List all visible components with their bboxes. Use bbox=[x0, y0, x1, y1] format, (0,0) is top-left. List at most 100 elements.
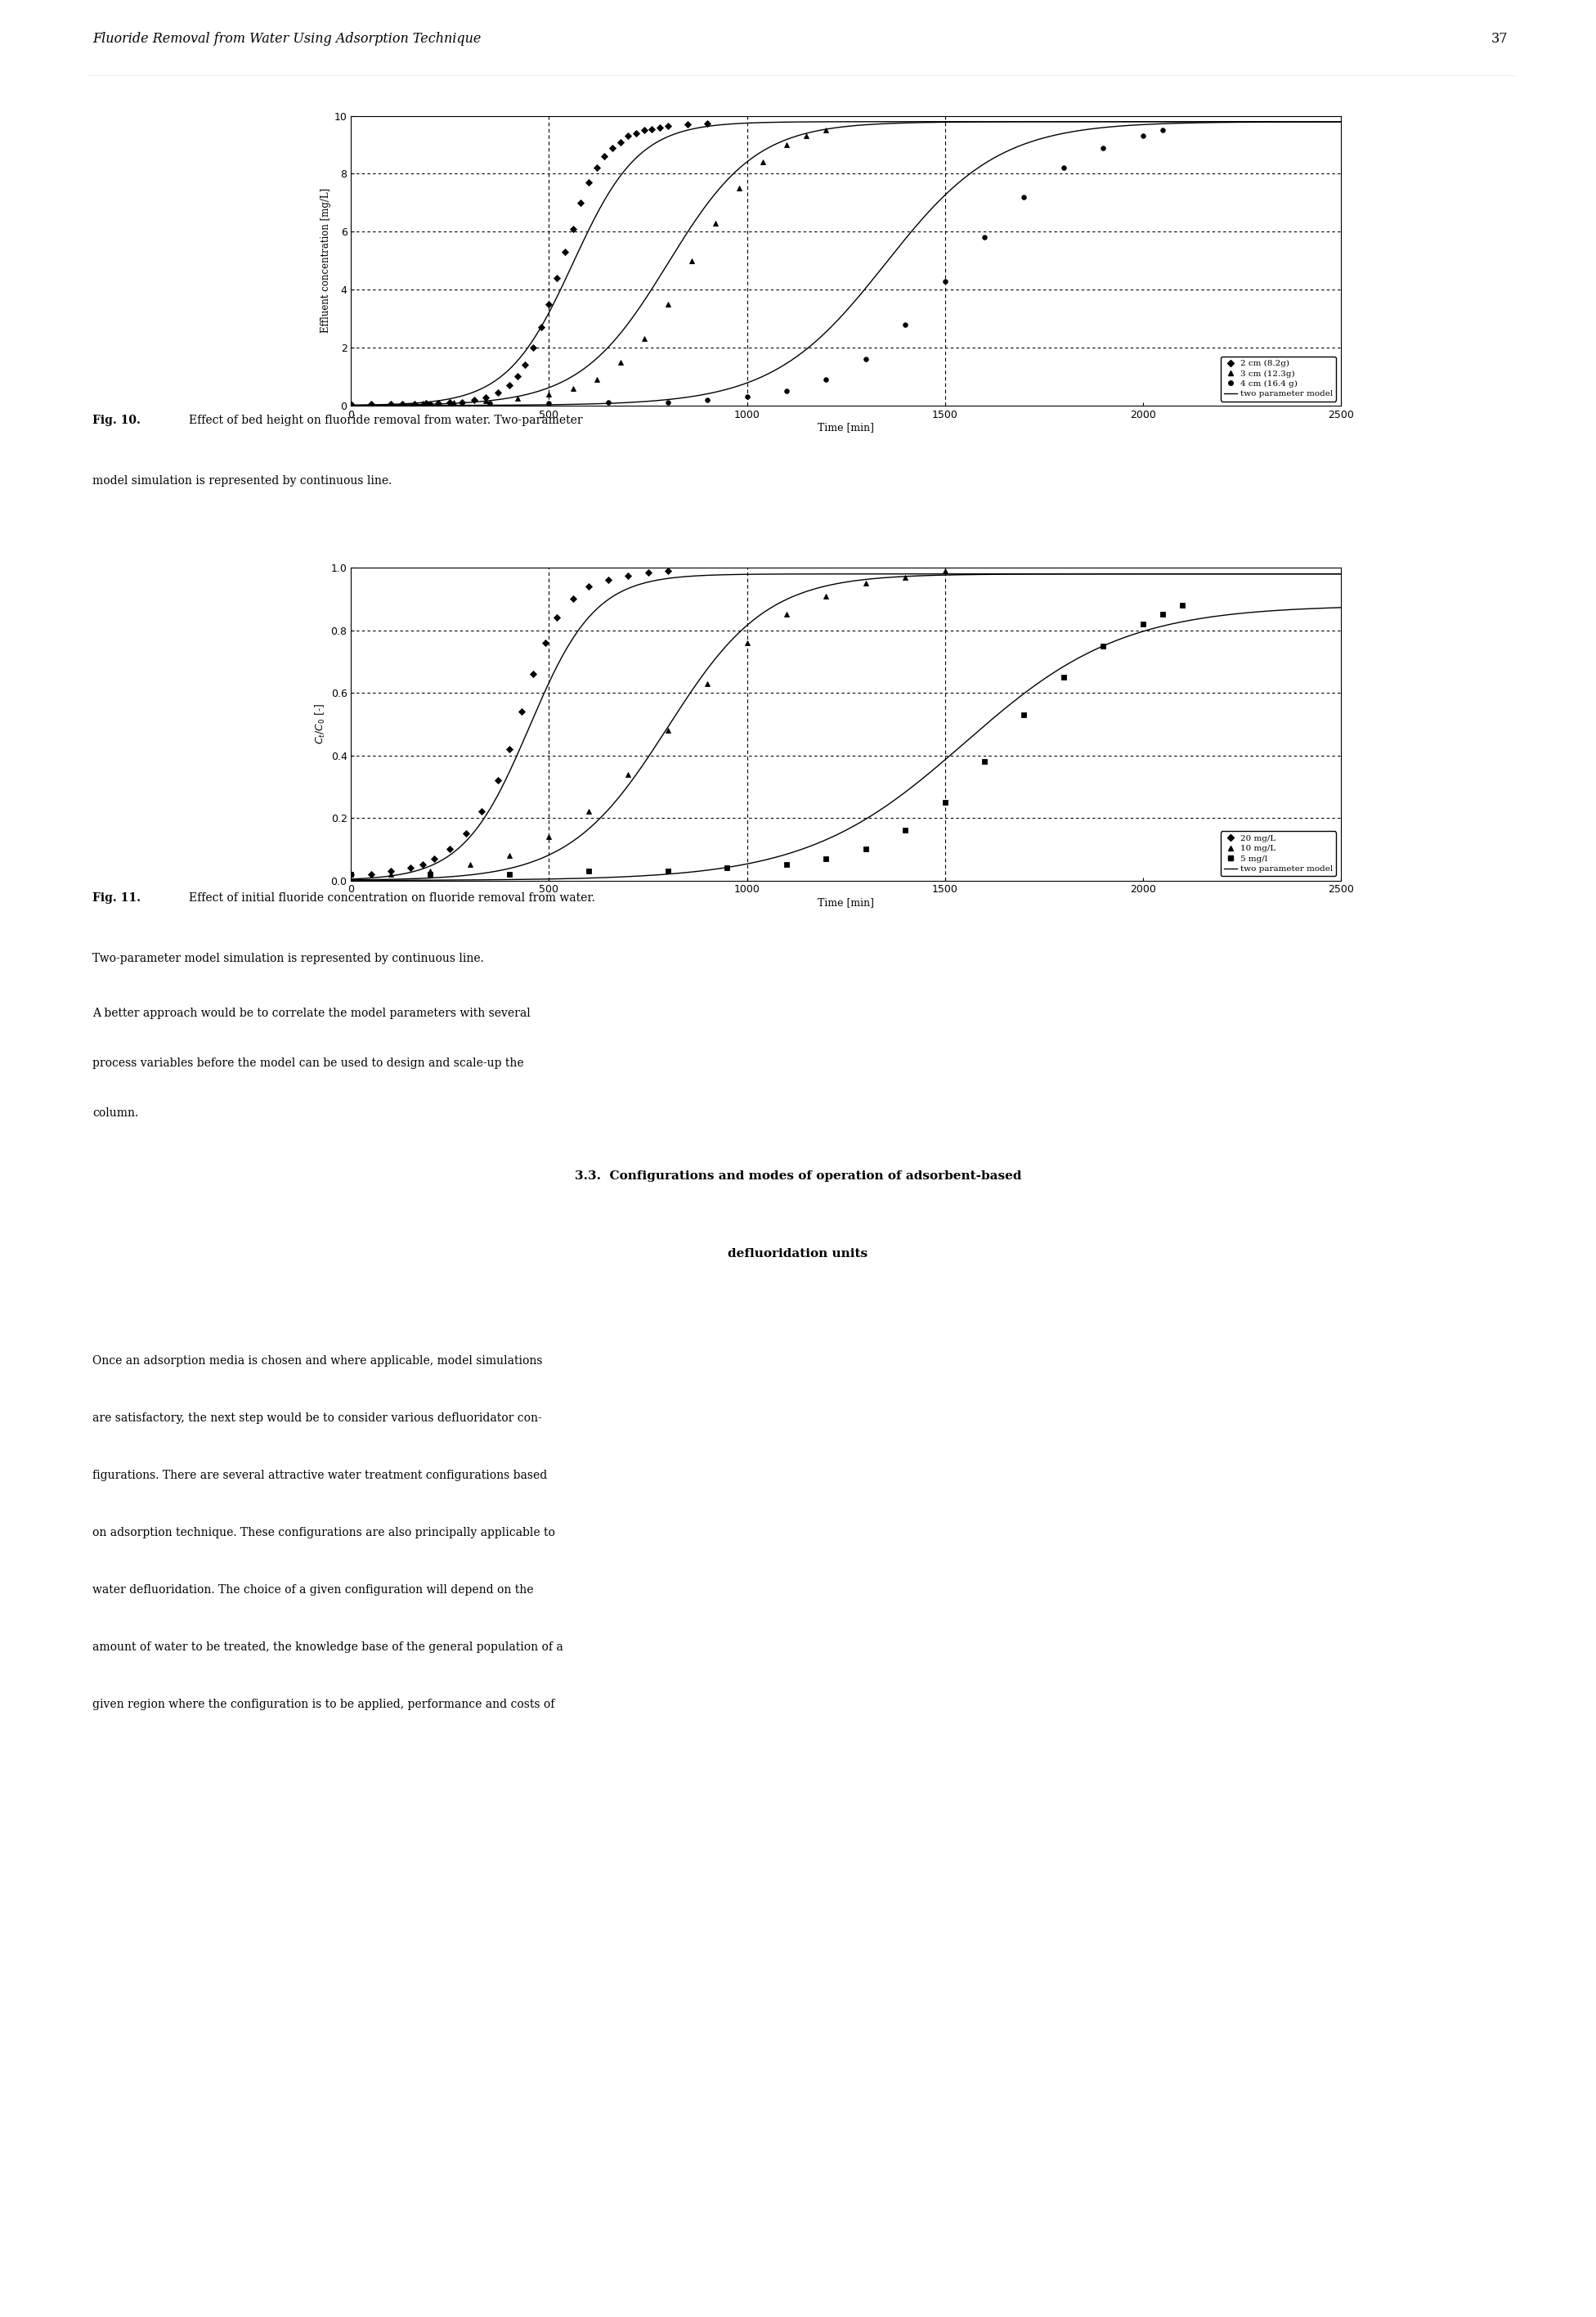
Text: Fig. 10.: Fig. 10. bbox=[93, 415, 140, 426]
2 cm (8.2g) bbox=[587, 153, 606, 183]
Y-axis label: Effluent concentration [mg/L]: Effluent concentration [mg/L] bbox=[321, 188, 330, 334]
Text: Fig. 11.: Fig. 11. bbox=[93, 892, 140, 904]
X-axis label: Time [min]: Time [min] bbox=[817, 897, 875, 908]
Text: defluoridation units: defluoridation units bbox=[728, 1249, 868, 1260]
Legend: 20 mg/L, 10 mg/L, 5 mg/l, two parameter model: 20 mg/L, 10 mg/L, 5 mg/l, two parameter … bbox=[1221, 832, 1336, 876]
Text: 37: 37 bbox=[1491, 32, 1508, 46]
5 mg/l bbox=[1152, 600, 1171, 628]
20 mg/L bbox=[500, 734, 519, 762]
X-axis label: Time [min]: Time [min] bbox=[817, 422, 875, 433]
4 cm (16.4 g) bbox=[975, 225, 994, 253]
2 cm (8.2g) bbox=[476, 382, 495, 412]
4 cm (16.4 g) bbox=[1093, 134, 1112, 162]
3 cm (12.3g) bbox=[611, 348, 630, 375]
4 cm (16.4 g) bbox=[342, 389, 361, 417]
20 mg/L bbox=[456, 820, 476, 848]
Text: amount of water to be treated, the knowledge base of the general population of a: amount of water to be treated, the knowl… bbox=[93, 1640, 563, 1652]
3 cm (12.3g) bbox=[777, 130, 796, 158]
2 cm (8.2g) bbox=[381, 389, 401, 417]
2 cm (8.2g) bbox=[579, 169, 598, 197]
4 cm (16.4 g) bbox=[895, 310, 915, 338]
3 cm (12.3g) bbox=[753, 148, 772, 176]
3 cm (12.3g) bbox=[587, 366, 606, 394]
Line: 4 cm (16.4 g): 4 cm (16.4 g) bbox=[350, 127, 1165, 405]
2 cm (8.2g) bbox=[508, 364, 527, 392]
2 cm (8.2g) bbox=[523, 334, 543, 361]
4 cm (16.4 g) bbox=[421, 389, 440, 417]
10 mg/L bbox=[817, 582, 836, 609]
5 mg/l bbox=[817, 846, 836, 874]
2 cm (8.2g) bbox=[405, 389, 425, 417]
20 mg/L bbox=[381, 857, 401, 885]
3 cm (12.3g) bbox=[476, 387, 495, 415]
2 cm (8.2g) bbox=[603, 134, 622, 162]
2 cm (8.2g) bbox=[488, 378, 508, 405]
20 mg/L bbox=[512, 697, 531, 725]
20 mg/L bbox=[440, 834, 460, 862]
5 mg/l bbox=[658, 857, 677, 885]
Text: 3.3.  Configurations and modes of operation of adsorbent-based: 3.3. Configurations and modes of operati… bbox=[575, 1170, 1021, 1182]
5 mg/l bbox=[579, 857, 598, 885]
Text: water defluoridation. The choice of a given configuration will depend on the: water defluoridation. The choice of a gi… bbox=[93, 1585, 533, 1596]
5 mg/l bbox=[500, 860, 519, 887]
2 cm (8.2g) bbox=[697, 109, 717, 137]
4 cm (16.4 g) bbox=[658, 389, 677, 417]
4 cm (16.4 g) bbox=[1152, 116, 1171, 144]
20 mg/L bbox=[425, 846, 444, 874]
4 cm (16.4 g) bbox=[480, 389, 500, 417]
20 mg/L bbox=[547, 605, 567, 633]
4 cm (16.4 g) bbox=[855, 345, 875, 373]
Text: are satisfactory, the next step would be to consider various defluoridator con-: are satisfactory, the next step would be… bbox=[93, 1413, 543, 1425]
3 cm (12.3g) bbox=[539, 380, 559, 408]
20 mg/L bbox=[401, 855, 420, 883]
2 cm (8.2g) bbox=[342, 389, 361, 417]
2 cm (8.2g) bbox=[595, 144, 614, 171]
2 cm (8.2g) bbox=[619, 123, 638, 151]
3 cm (12.3g) bbox=[729, 174, 749, 202]
2 cm (8.2g) bbox=[642, 116, 661, 144]
2 cm (8.2g) bbox=[464, 387, 484, 415]
Text: on adsorption technique. These configurations are also principally applicable to: on adsorption technique. These configura… bbox=[93, 1527, 555, 1538]
4 cm (16.4 g) bbox=[777, 378, 796, 405]
4 cm (16.4 g) bbox=[1133, 123, 1152, 151]
Text: model simulation is represented by continuous line.: model simulation is represented by conti… bbox=[93, 475, 393, 487]
3 cm (12.3g) bbox=[658, 290, 677, 317]
20 mg/L bbox=[536, 628, 555, 656]
Text: Effect of bed height on fluoride removal from water. Two-parameter: Effect of bed height on fluoride removal… bbox=[188, 415, 583, 426]
20 mg/L bbox=[638, 558, 658, 586]
2 cm (8.2g) bbox=[429, 389, 448, 417]
3 cm (12.3g) bbox=[444, 389, 463, 417]
4 cm (16.4 g) bbox=[817, 366, 836, 394]
2 cm (8.2g) bbox=[361, 389, 380, 417]
Text: A better approach would be to correlate the model parameters with several: A better approach would be to correlate … bbox=[93, 1008, 530, 1019]
Text: Once an adsorption media is chosen and where applicable, model simulations: Once an adsorption media is chosen and w… bbox=[93, 1355, 543, 1367]
3 cm (12.3g) bbox=[635, 324, 654, 352]
2 cm (8.2g) bbox=[452, 389, 471, 417]
Line: 3 cm (12.3g): 3 cm (12.3g) bbox=[348, 127, 828, 408]
10 mg/L bbox=[935, 556, 954, 584]
10 mg/L bbox=[619, 760, 638, 788]
10 mg/L bbox=[342, 860, 361, 887]
Line: 10 mg/L: 10 mg/L bbox=[348, 568, 948, 878]
2 cm (8.2g) bbox=[516, 352, 535, 380]
5 mg/l bbox=[1173, 591, 1192, 619]
2 cm (8.2g) bbox=[658, 111, 677, 139]
2 cm (8.2g) bbox=[678, 111, 697, 139]
5 mg/l bbox=[1093, 633, 1112, 660]
2 cm (8.2g) bbox=[611, 127, 630, 155]
2 cm (8.2g) bbox=[635, 116, 654, 144]
3 cm (12.3g) bbox=[381, 389, 401, 417]
3 cm (12.3g) bbox=[796, 123, 816, 151]
2 cm (8.2g) bbox=[650, 114, 669, 141]
3 cm (12.3g) bbox=[681, 248, 701, 276]
Line: 5 mg/l: 5 mg/l bbox=[350, 602, 1184, 876]
4 cm (16.4 g) bbox=[697, 387, 717, 415]
4 cm (16.4 g) bbox=[598, 389, 618, 417]
4 cm (16.4 g) bbox=[1053, 153, 1073, 183]
5 mg/l bbox=[975, 748, 994, 776]
10 mg/L bbox=[697, 670, 717, 697]
2 cm (8.2g) bbox=[539, 290, 559, 317]
20 mg/L bbox=[342, 860, 361, 887]
Text: Effect of initial fluoride concentration on fluoride removal from water.: Effect of initial fluoride concentration… bbox=[188, 892, 595, 904]
Text: column.: column. bbox=[93, 1108, 139, 1119]
